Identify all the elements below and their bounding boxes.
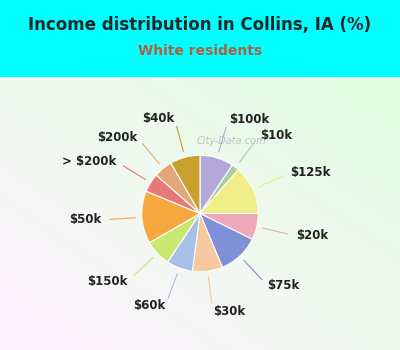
Text: $30k: $30k [213, 305, 245, 318]
Wedge shape [200, 155, 232, 214]
Text: $10k: $10k [260, 129, 292, 142]
Wedge shape [200, 214, 258, 239]
Text: $40k: $40k [142, 112, 174, 125]
Text: $50k: $50k [69, 214, 102, 226]
Text: Income distribution in Collins, IA (%): Income distribution in Collins, IA (%) [28, 16, 372, 34]
Text: $20k: $20k [296, 229, 328, 243]
Wedge shape [171, 155, 200, 214]
Text: $100k: $100k [229, 112, 269, 126]
Text: $125k: $125k [290, 166, 330, 179]
Wedge shape [200, 165, 238, 214]
Text: White residents: White residents [138, 44, 262, 58]
Wedge shape [200, 214, 252, 267]
Wedge shape [200, 170, 258, 214]
Wedge shape [142, 191, 200, 243]
Wedge shape [192, 214, 222, 272]
Wedge shape [150, 214, 200, 262]
Text: City-Data.com: City-Data.com [196, 136, 266, 146]
Text: $150k: $150k [88, 274, 128, 287]
Text: > $200k: > $200k [62, 155, 116, 168]
Wedge shape [146, 175, 200, 214]
Wedge shape [168, 214, 200, 271]
Text: $75k: $75k [268, 279, 300, 292]
Text: $60k: $60k [133, 299, 165, 313]
Wedge shape [156, 163, 200, 214]
Text: $200k: $200k [97, 131, 137, 144]
